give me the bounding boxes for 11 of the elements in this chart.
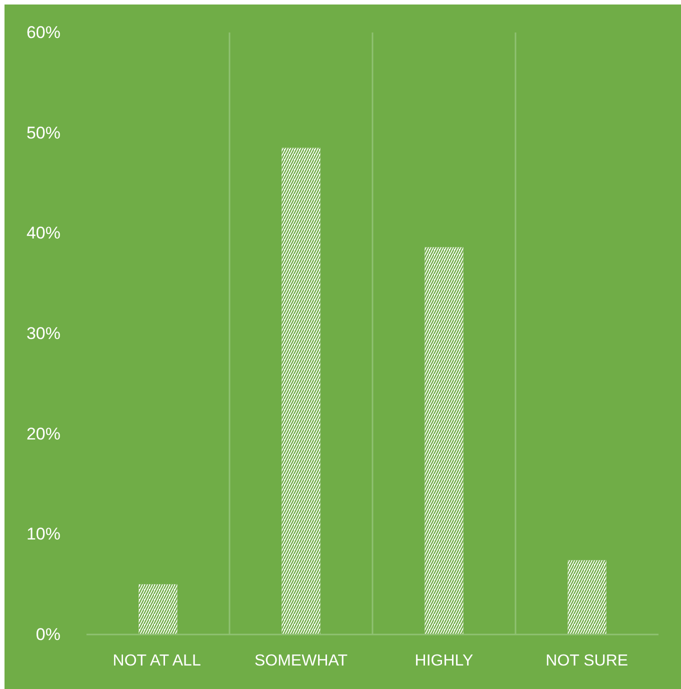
y-tick-label: 10% [26, 524, 61, 544]
x-tick-label: NOT AT ALL [112, 652, 201, 670]
y-tick-label: 30% [26, 324, 61, 343]
y-tick-label: 60% [26, 23, 61, 42]
x-tick-label: SOMEWHAT [254, 652, 348, 670]
x-tick-label: HIGHLY [414, 652, 474, 670]
y-tick-label: 50% [26, 123, 61, 142]
y-tick-label: 0% [36, 625, 61, 644]
y-tick-label: 40% [26, 224, 61, 243]
x-tick-label: NOT SURE [546, 652, 628, 670]
y-tick-label: 20% [26, 424, 61, 444]
